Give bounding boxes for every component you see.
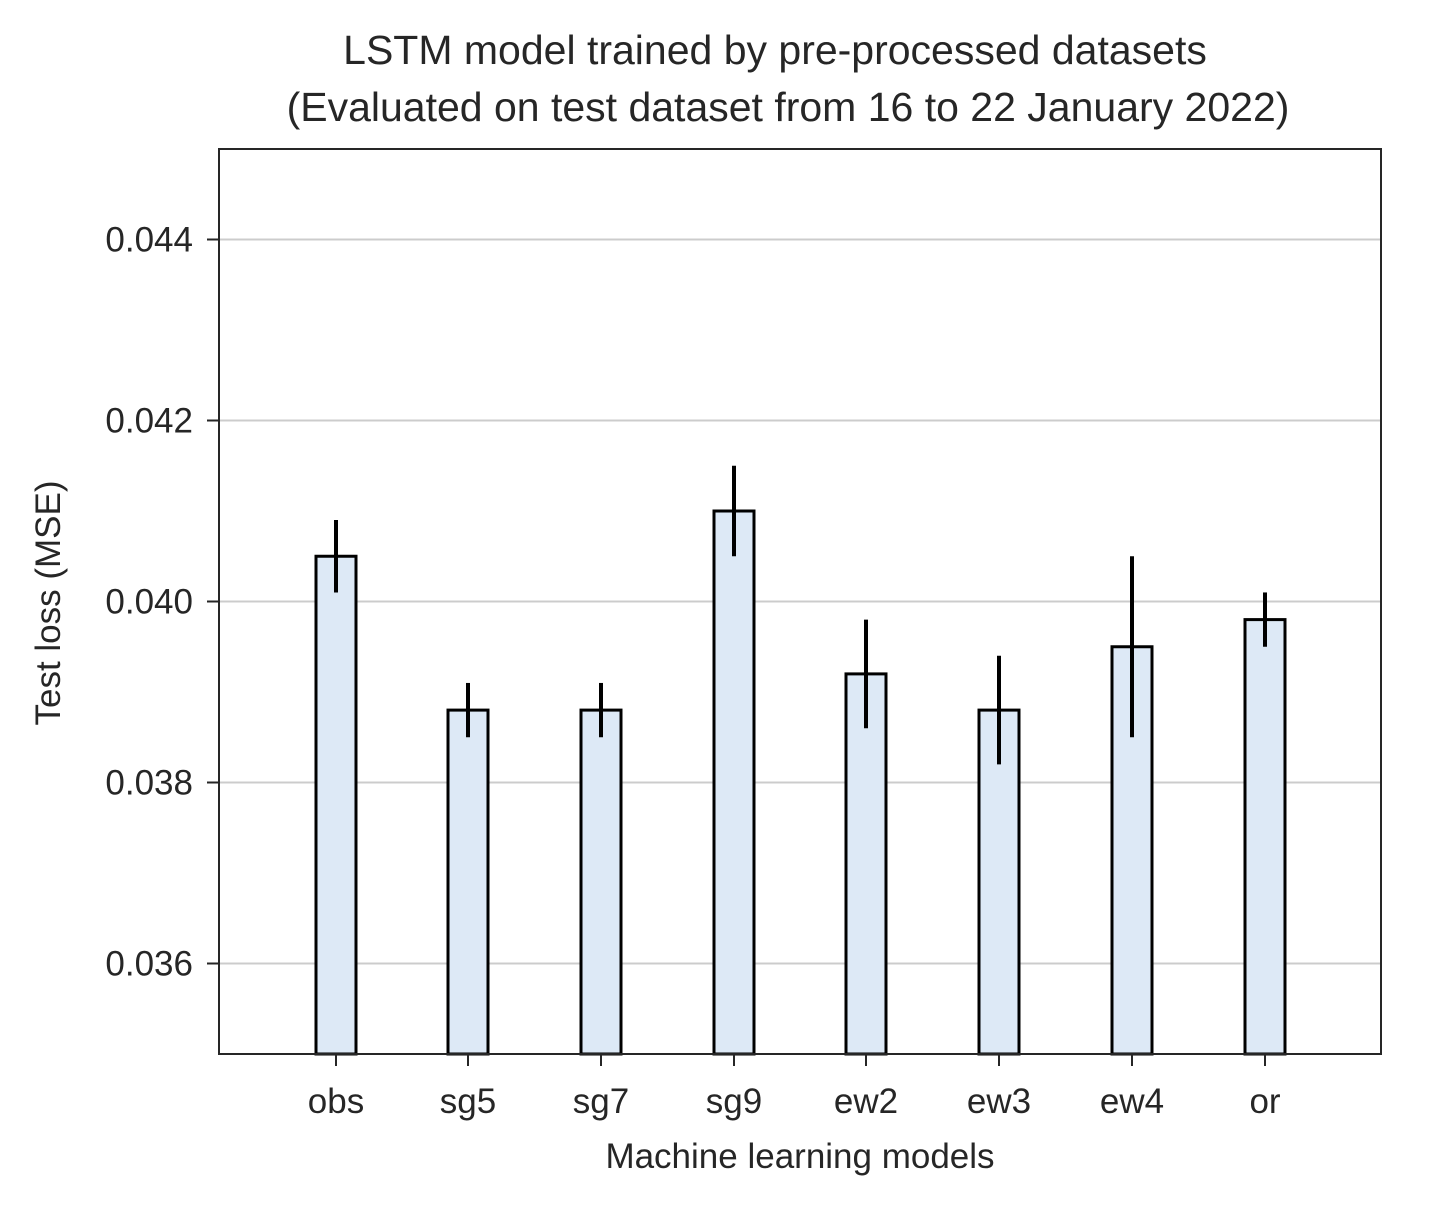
bar-or [1243,618,1287,1056]
x-tick-label-or: or [1249,1082,1280,1121]
y-tick-label: 0.036 [105,945,193,984]
bar-sg7 [579,708,623,1056]
x-tick-label-ew3: ew3 [967,1082,1031,1121]
y-tick-label: 0.044 [105,221,193,260]
grid-lines [219,238,1381,965]
x-tick-label-sg9: sg9 [706,1082,762,1121]
y-axis-ticks: 0.036 0.038 0.040 0.042 0.044 [105,221,219,984]
y-axis-label: Test loss (MSE) [29,480,68,725]
x-tick-label-sg7: sg7 [573,1082,629,1121]
x-tick-label-ew4: ew4 [1100,1082,1164,1121]
bar-obs [314,554,358,1056]
x-axis-ticks: obs sg5 sg7 sg9 ew2 ew3 ew4 or [308,1054,1281,1121]
x-tick-label-ew2: ew2 [834,1082,898,1121]
bar-ew2 [844,672,888,1056]
y-tick-label: 0.042 [105,402,193,441]
x-tick-label-sg5: sg5 [440,1082,496,1121]
y-tick-label: 0.040 [105,583,193,622]
chart-title-line1: LSTM model trained by pre-processed data… [343,27,1207,73]
x-tick-label-obs: obs [308,1082,364,1121]
bar-sg9 [712,509,756,1056]
bar-sg5 [446,708,490,1056]
y-tick-label: 0.038 [105,764,193,803]
bars [314,509,1287,1056]
x-axis-label: Machine learning models [605,1137,994,1176]
error-bars [334,465,1267,765]
chart-title-line2: (Evaluated on test dataset from 16 to 22… [287,84,1290,130]
